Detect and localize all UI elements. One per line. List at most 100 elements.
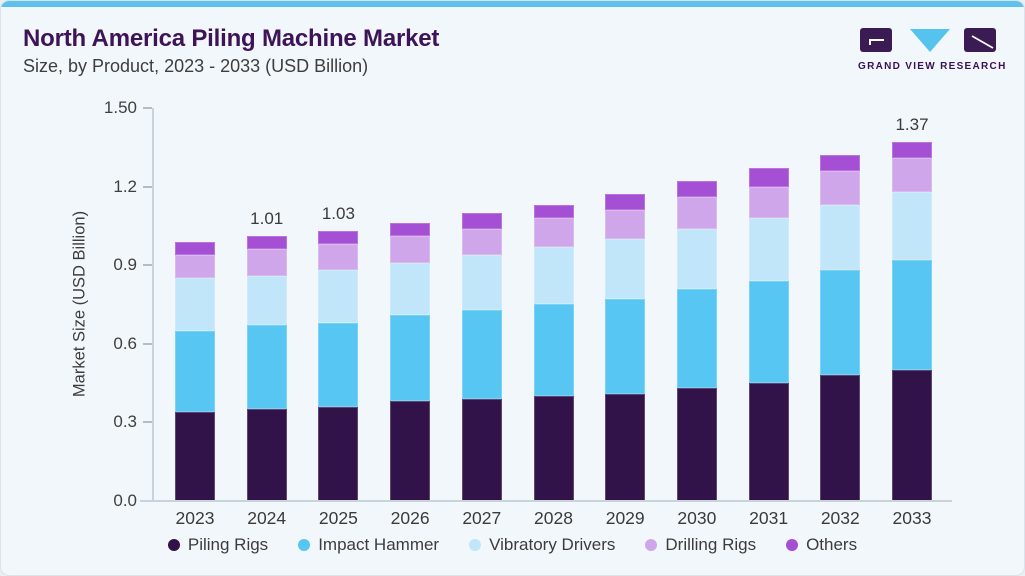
y-axis-title: Market Size (USD Billion)	[70, 210, 89, 398]
bar-segment-vibratory-drivers-2028	[533, 246, 574, 305]
bar-segment-others-2023	[175, 241, 215, 255]
x-axis-label-2024: 2024	[247, 508, 287, 528]
y-tick-label: 1.50	[103, 98, 137, 117]
x-axis-label-2028: 2028	[534, 508, 573, 528]
brand-logo: GRAND VIEW RESEARCH	[858, 27, 1007, 72]
bar-segment-impact-hammer-2028	[533, 304, 574, 397]
bar-segment-drilling-rigs-2027	[461, 228, 502, 255]
stacked-bar-2029	[605, 194, 646, 501]
x-axis-label-2032: 2032	[820, 508, 860, 528]
bar-group-2028: 2028	[533, 108, 574, 528]
bar-segment-piling-rigs-2026	[390, 401, 431, 501]
legend-swatch-impact-hammer	[298, 539, 311, 551]
bar-group-2024: 1.01 2024	[246, 108, 287, 528]
legend-item-impact-hammer: Impact Hammer	[298, 535, 439, 555]
bar-segment-drilling-rigs-2024	[246, 249, 287, 276]
bar-segment-vibratory-drivers-2027	[461, 254, 502, 310]
x-axis-label-2025: 2025	[318, 508, 358, 528]
bar-segment-drilling-rigs-2029	[605, 210, 646, 239]
bar-segment-vibratory-drivers-2032	[820, 204, 861, 271]
legend-item-piling-rigs: Piling Rigs	[167, 535, 268, 555]
bar-group-2026: 2026	[390, 108, 431, 528]
x-axis-line	[140, 500, 952, 502]
top-accent-bar	[1, 1, 1024, 7]
legend-label-others: Others	[806, 535, 858, 554]
bar-segment-others-2028	[533, 204, 574, 219]
bar-group-2023: 2023	[175, 108, 215, 528]
y-tick-label: 0.0	[113, 491, 137, 510]
bar-segment-vibratory-drivers-2024	[246, 275, 287, 326]
bar-segment-impact-hammer-2024	[246, 325, 287, 410]
bar-segment-others-2031	[748, 168, 789, 187]
bar-segment-vibratory-drivers-2023	[175, 278, 215, 331]
bar-segment-drilling-rigs-2031	[748, 186, 789, 219]
bar-group-2030: 2030	[676, 108, 717, 528]
page-subtitle: Size, by Product, 2023 - 2033 (USD Billi…	[23, 56, 369, 76]
bar-segment-others-2033	[892, 142, 932, 158]
gvr-logo-icon	[860, 28, 996, 52]
stacked-bar-2032	[820, 155, 861, 501]
bar-segment-piling-rigs-2025	[318, 406, 359, 501]
legend-swatch-drilling-rigs	[645, 539, 658, 551]
bar-segment-impact-hammer-2030	[676, 288, 717, 389]
bar-segment-others-2032	[820, 155, 861, 171]
bar-segment-impact-hammer-2033	[892, 259, 932, 370]
bar-segment-others-2026	[390, 223, 431, 237]
stacked-bar-2027	[461, 212, 502, 501]
bar-segment-piling-rigs-2030	[676, 388, 717, 501]
bar-segment-others-2029	[605, 194, 646, 211]
stacked-bar-2023	[175, 241, 215, 501]
bar-segment-impact-hammer-2032	[820, 270, 861, 376]
y-tick-label: 1.2	[113, 176, 137, 196]
stacked-bar-2031	[748, 168, 789, 501]
bar-group-2027: 2027	[461, 108, 502, 528]
stacked-bar-2025	[318, 231, 359, 501]
brand-logo-text: GRAND VIEW RESEARCH	[858, 61, 1007, 72]
bar-segment-vibratory-drivers-2029	[605, 239, 646, 300]
bar-group-2025: 1.03 2025	[318, 108, 359, 528]
bar-segment-vibratory-drivers-2030	[676, 228, 717, 289]
bar-segment-impact-hammer-2031	[748, 280, 789, 384]
legend-swatch-others	[786, 539, 799, 551]
bar-segment-drilling-rigs-2033	[892, 157, 932, 192]
x-axis-label-2033: 2033	[892, 508, 932, 528]
bar-segment-drilling-rigs-2025	[318, 244, 359, 271]
bar-segment-vibratory-drivers-2031	[748, 218, 789, 281]
bar-group-2032: 2032	[820, 108, 861, 528]
stacked-bar-2030	[676, 181, 717, 501]
bar-group-2033: 1.37 2033	[892, 108, 932, 528]
bar-segment-impact-hammer-2029	[605, 299, 646, 394]
bar-segment-others-2027	[461, 212, 502, 229]
bar-segment-vibratory-drivers-2025	[318, 270, 359, 323]
bar-segment-drilling-rigs-2030	[676, 197, 717, 229]
chart-plot-area: 1.50 1.2 0.9 0.6 0.3 0.0 2023 1.01 2024 1.0…	[104, 98, 953, 528]
x-axis-label-2031: 2031	[749, 508, 789, 528]
bar-segment-drilling-rigs-2032	[820, 170, 861, 205]
bar-group-2029: 2029	[605, 108, 646, 528]
bar-segment-impact-hammer-2026	[390, 314, 431, 402]
bar-segment-piling-rigs-2024	[246, 409, 287, 501]
legend-label-impact-hammer: Impact Hammer	[318, 535, 440, 554]
page-title: North America Piling Machine Market	[23, 25, 440, 52]
bar-segment-vibratory-drivers-2026	[390, 262, 431, 315]
bar-segment-drilling-rigs-2023	[175, 254, 215, 279]
bar-segment-impact-hammer-2023	[175, 330, 215, 412]
bar-segment-drilling-rigs-2026	[390, 236, 431, 263]
bar-segment-others-2024	[246, 236, 287, 250]
bar-segment-others-2025	[318, 231, 359, 245]
stacked-bar-2024	[246, 236, 287, 501]
legend-swatch-piling-rigs	[167, 539, 180, 551]
bar-segment-others-2030	[676, 181, 717, 198]
y-tick-label: 0.9	[113, 255, 137, 275]
x-axis-label-2027: 2027	[462, 508, 502, 528]
bar-segment-vibratory-drivers-2033	[892, 191, 932, 260]
chart-legend: Piling Rigs Impact Hammer Vibratory Driver…	[1, 535, 1024, 555]
bar-segment-drilling-rigs-2028	[533, 218, 574, 247]
y-tick-label: 0.3	[113, 412, 137, 432]
bar-group-2031: 2031	[748, 108, 789, 528]
bar-value-label-2025: 1.03	[321, 204, 355, 224]
legend-item-drilling-rigs: Drilling Rigs	[645, 535, 756, 555]
bar-segment-piling-rigs-2033	[892, 369, 932, 501]
bar-segment-piling-rigs-2031	[748, 383, 789, 501]
